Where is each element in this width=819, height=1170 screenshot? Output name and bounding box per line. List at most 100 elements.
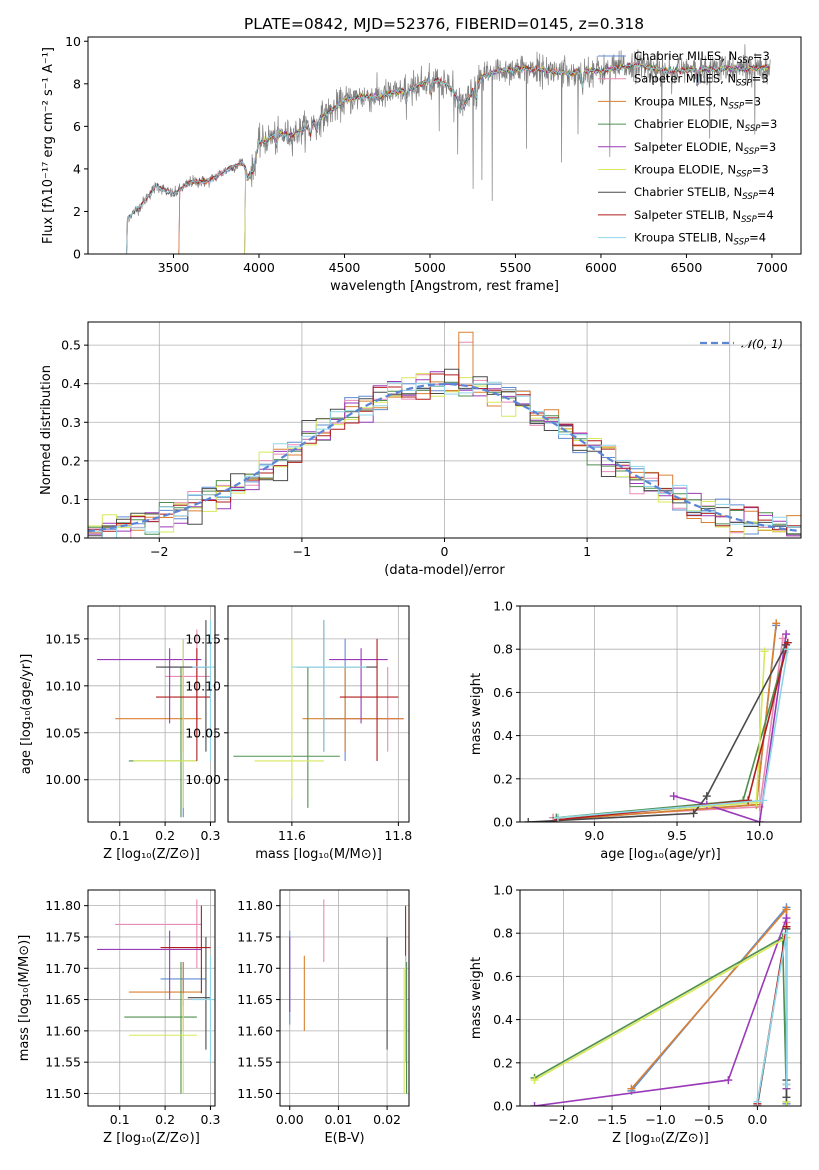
x-tick-label: −2 [150,544,168,559]
y-tick-label: 11.70 [45,961,81,976]
weight-vs-age-axes: 9.0 9.5 10.0 0.0 0.2 0.4 0.6 0.8 1.0 age [log₁₀(a… [469,599,802,862]
weight-marker [772,619,781,628]
model-spectrum-line [125,62,771,254]
mass-vs-Z-x-label: Z [log₁₀(Z/Z⊙)] [103,1131,200,1146]
y-tick-label: 11.70 [237,961,273,976]
error-bar [192,620,215,761]
mass-vs-Z-frame [87,889,216,1107]
y-tick-label: 11.50 [45,1086,81,1101]
y-tick-label: 11.60 [237,1023,273,1038]
x-tick-label: 11.6 [278,828,306,843]
spectrum-x-label: wavelength [Angstrom, rest frame] [330,279,559,294]
weight-vs-Z-y-label: mass weight [469,957,484,1039]
y-tick-label: 11.75 [45,929,81,944]
error-bar [97,930,202,1000]
y-tick-label: 0.5 [61,338,81,353]
y-tick-label: 0.4 [493,1012,513,1027]
x-tick-label: 4000 [243,260,275,275]
mass-weight-series [524,640,791,822]
model-spectrum-line [243,62,771,254]
weight-vs-age-y-label: mass weight [469,673,484,755]
y-tick-label: 0.1 [61,492,81,507]
x-tick-label: 9.5 [667,828,687,843]
residuals-x-label: (data-model)/error [384,563,505,578]
error-bar [124,962,197,1094]
weight-vs-age-plot-area [524,619,792,822]
weight-vs-Z-axes: −2.0 −1.5 −1.0 −0.5 0.0 0.0 0.2 0.4 0.6 0.8 1.0 Z [… [469,883,802,1146]
model-spectrum-line [125,61,771,254]
weight-marker [760,647,769,656]
x-tick-label: 7000 [756,260,788,275]
mass-weight-series [554,621,781,822]
y-tick-label: 11.60 [45,1023,81,1038]
y-tick-label: 0 [73,247,81,262]
y-tick-label: 11.55 [237,1055,273,1070]
model-spectrum-line [125,62,771,254]
age-vs-mass-frame [227,605,410,823]
y-tick-label: 0.8 [493,926,513,941]
y-tick-label: 8 [73,76,81,91]
legend-entry: Kroupa STELIB, NSSP=4 [598,231,766,248]
error-bar [233,667,340,808]
weight-marker [758,796,767,805]
mass-weight-series [554,647,769,822]
x-tick-label: 0.01 [324,1112,352,1127]
y-tick-label: 11.75 [237,929,273,944]
error-bar [329,648,388,724]
mass-weight-series [554,645,792,822]
weight-marker [524,818,533,822]
y-tick-label: 0.6 [493,969,513,984]
x-tick-label: 5000 [414,260,446,275]
legend-label: Salpeter ELODIE, NSSP=3 [634,140,776,157]
y-tick-label: 4 [73,161,81,176]
x-tick-label: 4500 [329,260,361,275]
y-tick-label: 0.0 [61,531,81,546]
mass-vs-Z-plot-area [97,899,215,1094]
y-tick-label: 0.2 [493,1055,513,1070]
model-spectrum-line [243,60,771,254]
spectrum-axes: 3500 4000 4500 5000 5500 6000 6500 7000 0 2 4 6 8 10 w… [41,34,802,294]
mass-weight-series [753,929,791,1106]
weight-marker [752,798,761,807]
weight-vs-age-x-label: age [log₁₀(age/yr)] [600,847,721,862]
spectrum-title: PLATE=0842, MJD=52376, FIBERID=0145, z=0… [244,15,644,33]
y-tick-label: 11.55 [45,1055,81,1070]
legend-label: Salpeter STELIB, NSSP=4 [634,208,774,225]
x-tick-label: 0.0 [747,1112,767,1127]
y-tick-label: 10.15 [185,631,221,646]
age-vs-Z-y-label: age [log₁₀(age/yr)] [19,654,34,775]
legend-entry: Kroupa ELODIE, NSSP=3 [598,163,769,180]
spectrum-y-label: Flux [fλ10⁻¹⁷ erg cm⁻² s⁻¹ A⁻¹] [41,47,56,244]
y-tick-label: 0.4 [61,376,81,391]
spectrum-plot-area [125,44,771,254]
y-tick-label: 0.4 [493,728,513,743]
x-tick-label: 0.3 [201,828,221,843]
error-bar [115,899,202,969]
x-tick-label: 6500 [671,260,703,275]
x-tick-label: −1.5 [597,1112,627,1127]
y-tick-label: 2 [73,204,81,219]
residuals-axes: −2 −1 0 1 2 0.0 0.1 0.2 0.3 0.4 0.5 (data-model)/er… [39,321,802,578]
age-vs-mass-x-label: mass [log₁₀(M/M⊙)] [255,847,382,862]
legend-label: Chabrier STELIB, NSSP=4 [634,185,775,202]
error-bar [302,667,404,752]
error-bar [339,638,399,761]
y-tick-label: 0.6 [493,685,513,700]
legend-label: 𝒩(0, 1) [741,337,783,351]
error-bar [291,620,367,752]
age-vs-Z-axes: 0.1 0.2 0.3 10.00 10.05 10.10 10.15 Z [log₁₀(Z/… [19,605,221,862]
legend-entry: Salpeter ELODIE, NSSP=3 [598,140,776,157]
legend-label: Kroupa ELODIE, NSSP=3 [634,163,769,180]
weight-marker [783,645,792,654]
x-tick-label: 0.1 [110,828,130,843]
y-tick-label: 10.00 [185,772,221,787]
weight-marker [689,809,698,818]
age-vs-mass-plot-area [233,620,404,808]
mass-vs-EBV-frame [279,889,410,1107]
y-tick-label: 10.10 [45,678,81,693]
legend-entry: Salpeter MILES, NSSP=3 [598,72,769,89]
residual-histogram [88,368,801,537]
y-tick-label: 11.50 [237,1086,273,1101]
weight-marker [744,796,753,805]
